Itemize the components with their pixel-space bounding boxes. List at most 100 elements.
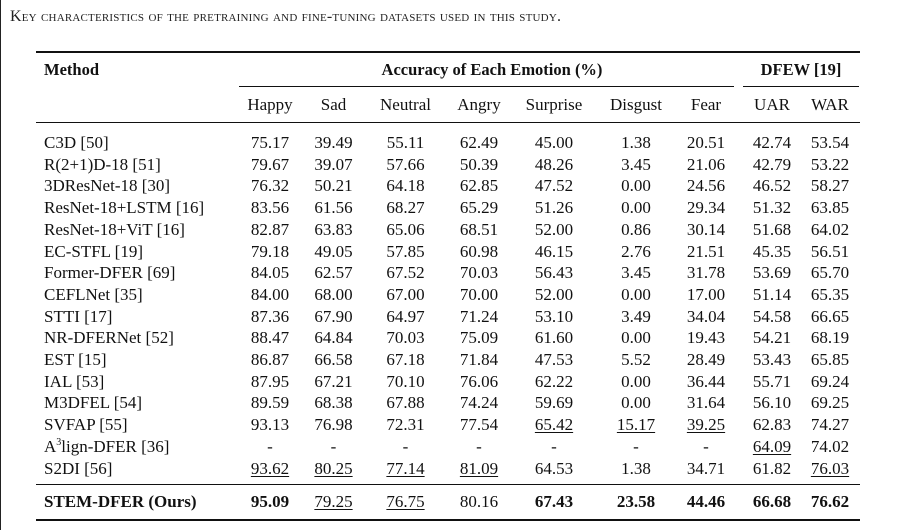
value-cell: 76.03 xyxy=(810,458,850,478)
dfew-group-underline xyxy=(743,86,859,87)
top-rule xyxy=(36,51,860,53)
value-cell: 74.27 xyxy=(810,415,850,435)
method-cell: M3DFEL [54] xyxy=(44,393,143,413)
value-cell: 76.06 xyxy=(459,371,499,391)
value-cell: 65.29 xyxy=(459,198,499,218)
value-cell: 28.49 xyxy=(686,350,726,369)
value-cell: 68.38 xyxy=(314,393,353,413)
value-cell: 46.15 xyxy=(534,241,574,261)
value-cell: 76.98 xyxy=(314,415,353,435)
method-cell: Former-DFER [69] xyxy=(44,263,176,283)
value-cell: 55.71 xyxy=(752,371,792,391)
value-cell: 62.83 xyxy=(752,415,792,435)
value-cell: 51.32 xyxy=(752,198,792,218)
value-cell: - xyxy=(330,436,337,456)
result-value-cell: 80.16 xyxy=(459,492,499,511)
value-cell: 56.51 xyxy=(810,241,850,261)
value-cell: 70.00 xyxy=(459,284,499,304)
value-cell: 79.67 xyxy=(250,154,290,174)
value-cell: 36.44 xyxy=(686,371,726,391)
value-cell: 20.51 xyxy=(686,133,726,152)
value-cell: 69.25 xyxy=(810,393,850,413)
value-cell: 86.87 xyxy=(250,350,290,369)
value-cell: 64.09 xyxy=(752,436,792,456)
value-cell: 56.10 xyxy=(752,393,792,413)
table-caption: Key characteristics of the pretraining a… xyxy=(10,8,562,25)
value-cell: 67.18 xyxy=(386,350,425,369)
value-cell: 31.78 xyxy=(686,263,726,283)
value-cell: 54.58 xyxy=(752,306,792,326)
value-cell: 69.24 xyxy=(810,371,850,391)
value-cell: 89.59 xyxy=(250,393,290,413)
value-cell: - xyxy=(633,436,639,456)
value-cell: 70.10 xyxy=(386,371,425,391)
value-cell: 60.98 xyxy=(459,241,499,261)
value-cell: 80.25 xyxy=(314,458,353,478)
method-prefix: A xyxy=(44,436,57,456)
header-rule xyxy=(36,122,860,123)
column-header-surprise: Surprise xyxy=(525,95,583,114)
result-value-cell: 76.62 xyxy=(810,492,850,511)
value-cell: 53.43 xyxy=(752,350,792,369)
value-cell: 47.53 xyxy=(534,350,574,369)
value-cell: 45.35 xyxy=(752,241,792,261)
method-cell: STTI [17] xyxy=(44,306,113,326)
value-cell: 61.56 xyxy=(314,198,353,218)
value-cell: 50.21 xyxy=(314,176,353,196)
method-suffix: lign-DFER [36] xyxy=(61,436,170,456)
value-cell: 49.05 xyxy=(314,241,353,261)
value-cell: 0.00 xyxy=(621,176,651,196)
method-cell: S2DI [56] xyxy=(44,458,113,478)
method-cell: ResNet-18+LSTM [16] xyxy=(44,198,205,218)
value-cell: 21.51 xyxy=(686,241,726,261)
column-header-disgust: Disgust xyxy=(610,95,662,114)
column-header-neutral: Neutral xyxy=(380,95,431,114)
method-cell: EC-STFL [19] xyxy=(44,241,144,261)
value-cell: 2.76 xyxy=(621,241,651,261)
value-cell: 30.14 xyxy=(686,219,726,239)
result-value-cell: 23.58 xyxy=(616,492,656,511)
value-cell: 65.70 xyxy=(810,263,850,283)
value-cell: 34.04 xyxy=(686,306,726,326)
value-cell: 77.54 xyxy=(459,415,499,435)
method-cell: R(2+1)D-18 [51] xyxy=(44,154,161,174)
value-cell: 53.54 xyxy=(810,133,850,152)
value-cell: 48.26 xyxy=(534,154,574,174)
value-cell: 75.09 xyxy=(459,328,499,348)
value-cell: 61.60 xyxy=(534,328,574,348)
bottom-rule xyxy=(36,519,860,521)
dfew-group-header: DFEW [19] xyxy=(760,60,842,79)
value-cell: 74.24 xyxy=(459,393,499,413)
value-cell: 62.85 xyxy=(459,176,499,196)
value-cell: 57.66 xyxy=(386,154,425,174)
result-value-cell: 95.09 xyxy=(250,492,290,511)
value-cell: 55.11 xyxy=(386,133,425,152)
column-header-angry: Angry xyxy=(457,95,501,114)
value-cell: 63.83 xyxy=(314,219,353,239)
value-cell: 57.85 xyxy=(386,241,425,261)
value-cell: 74.02 xyxy=(810,436,850,456)
result-separator-rule xyxy=(36,484,860,485)
value-cell: 53.69 xyxy=(752,263,792,283)
value-cell: 47.52 xyxy=(534,176,574,196)
value-cell: 52.00 xyxy=(534,284,574,304)
value-cell: 67.21 xyxy=(314,371,353,391)
result-method-cell: STEM-DFER (Ours) xyxy=(44,492,197,511)
value-cell: 75.17 xyxy=(250,133,290,152)
value-cell: 64.84 xyxy=(314,328,353,348)
value-cell: 65.42 xyxy=(534,415,574,435)
value-cell: 72.31 xyxy=(386,415,425,435)
value-cell: 81.09 xyxy=(459,458,499,478)
method-cell: NR-DFERNet [52] xyxy=(44,328,174,348)
value-cell: 65.35 xyxy=(810,284,850,304)
value-cell: 0.00 xyxy=(621,328,651,348)
value-cell: 56.43 xyxy=(534,263,574,283)
result-value-cell: 44.46 xyxy=(686,492,726,511)
value-cell: 0.86 xyxy=(621,219,651,239)
column-header-sad: Sad xyxy=(320,95,347,114)
result-value-cell: 79.25 xyxy=(314,492,353,511)
value-cell: 45.00 xyxy=(534,133,574,152)
accuracy-group-header: Accuracy of Each Emotion (%) xyxy=(381,60,603,79)
value-cell: 0.00 xyxy=(621,198,651,218)
